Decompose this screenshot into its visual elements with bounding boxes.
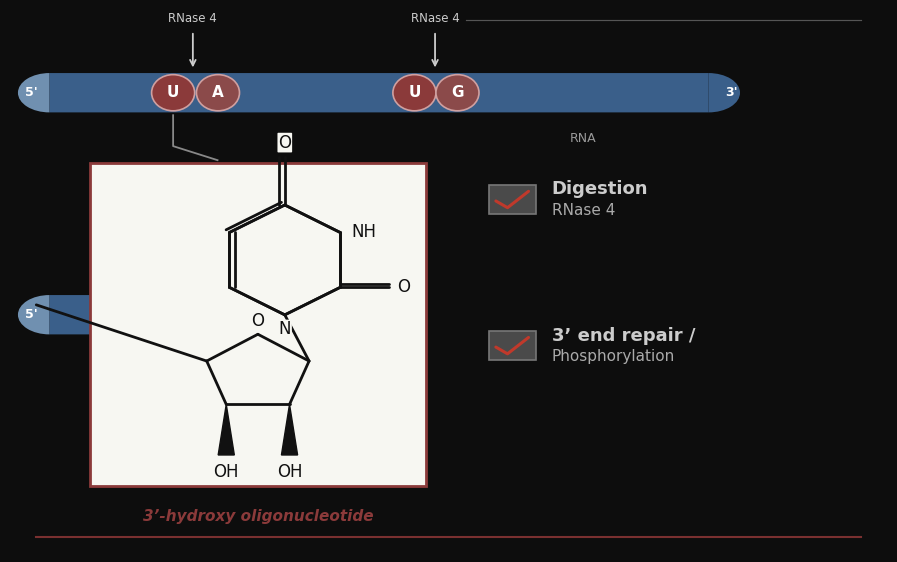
Text: RNase 4: RNase 4 [552, 203, 615, 218]
Polygon shape [282, 405, 298, 455]
Text: U: U [167, 85, 179, 100]
Ellipse shape [436, 75, 479, 111]
Text: Phosphorylation: Phosphorylation [552, 350, 675, 364]
FancyBboxPatch shape [49, 73, 709, 112]
Polygon shape [218, 405, 234, 455]
Text: RNase 4: RNase 4 [169, 12, 217, 25]
Text: O: O [251, 312, 265, 330]
Wedge shape [709, 73, 740, 112]
Wedge shape [157, 295, 188, 334]
Text: O: O [396, 278, 410, 296]
Ellipse shape [152, 75, 195, 111]
Text: OH: OH [277, 464, 302, 482]
Ellipse shape [196, 75, 239, 111]
Text: N: N [279, 320, 291, 338]
Text: G: G [451, 85, 464, 100]
Text: 3': 3' [725, 86, 737, 99]
Text: U: U [408, 85, 421, 100]
Text: RNA: RNA [570, 132, 597, 145]
Text: O: O [278, 134, 292, 152]
Text: 3’-hydroxy oligonucleotide: 3’-hydroxy oligonucleotide [143, 509, 373, 524]
Ellipse shape [393, 75, 436, 111]
Wedge shape [18, 295, 49, 334]
FancyBboxPatch shape [489, 185, 536, 214]
Text: Digestion: Digestion [552, 180, 649, 198]
FancyBboxPatch shape [489, 331, 536, 360]
Text: 3': 3' [170, 308, 183, 321]
Wedge shape [18, 73, 49, 112]
FancyBboxPatch shape [49, 295, 157, 334]
Text: NH: NH [351, 224, 376, 242]
Text: RNase 4: RNase 4 [411, 12, 459, 25]
FancyBboxPatch shape [90, 163, 426, 486]
Text: 3’ end repair /: 3’ end repair / [552, 327, 695, 345]
Text: 5': 5' [25, 308, 38, 321]
Text: OH: OH [213, 464, 239, 482]
Text: A: A [212, 85, 224, 100]
Text: 5': 5' [25, 86, 38, 99]
